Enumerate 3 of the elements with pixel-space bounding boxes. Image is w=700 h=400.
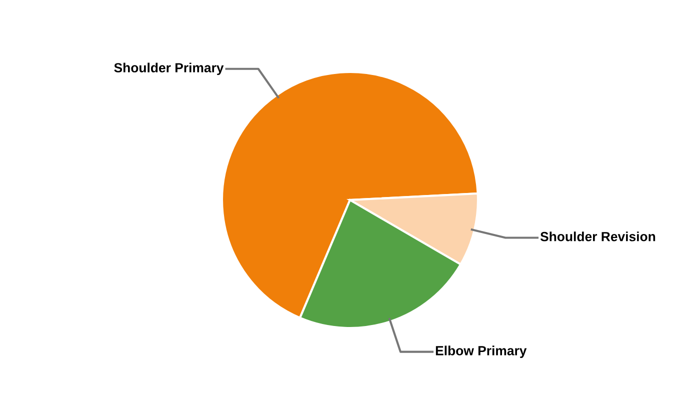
slice-label: Shoulder Revision xyxy=(540,232,656,242)
slice-label: Shoulder Primary xyxy=(114,62,224,76)
slice-label: Elbow Primary xyxy=(436,346,527,358)
